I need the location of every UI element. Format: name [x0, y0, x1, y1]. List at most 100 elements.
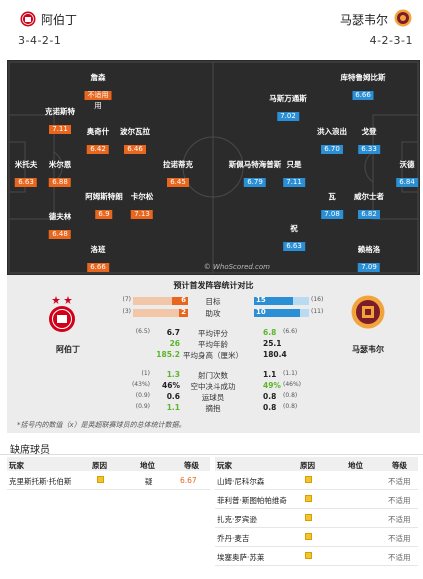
player-name: 斯佩马特海普斯: [228, 160, 282, 169]
player-rating: 6.9: [95, 210, 113, 219]
away-team-name[interactable]: 马瑟韦尔: [339, 13, 388, 27]
home-player[interactable]: 德夫林 6.48: [49, 212, 71, 240]
away-player[interactable]: 祝 6.63: [283, 224, 305, 252]
injury-icon: [305, 476, 312, 483]
home-player[interactable]: 克诺斯特 7.11: [45, 107, 75, 135]
player-name[interactable]: 埃塞奥萨·苏莱: [217, 553, 265, 562]
away-player[interactable]: 瓦 7.08: [321, 192, 343, 220]
home-sub-value: (0.9): [135, 392, 150, 399]
player-name: 祝: [290, 224, 298, 233]
away-sub-value: (6.6): [283, 328, 298, 335]
away-player[interactable]: 只是 7.11: [283, 160, 305, 188]
home-player[interactable]: 阿姆斯特朗 6.9: [85, 192, 123, 220]
away-player[interactable]: 洪入浪出 6.70: [317, 127, 347, 155]
away-team-label: 马瑟韦尔: [352, 345, 384, 354]
watermark: © WhoScored.com: [203, 263, 270, 271]
away-missing-table: 玩家 原因 地位 等级 山姆·尼科尔森 不适用 菲利普·斯图帕帕维奇 不适用 扎克·罗宾…: [215, 457, 418, 566]
player-name: 卡尔松: [130, 192, 154, 201]
stat-label: 平均评分: [198, 329, 228, 338]
player-name[interactable]: 菲利普·斯图帕帕维奇: [217, 496, 287, 505]
player-rating: 6.33: [358, 145, 380, 154]
player-name: 马斯万通斯: [269, 94, 307, 103]
player-name: 威尔士者: [354, 192, 384, 201]
away-value: 0.8: [263, 403, 277, 412]
away-player[interactable]: 沃德 6.84: [396, 160, 418, 188]
home-team-name[interactable]: 阿伯丁: [41, 13, 78, 27]
home-player[interactable]: 米尔恩 6.88: [49, 160, 71, 188]
stat-row: 185.2 平均身高（厘米） 180.4: [7, 350, 420, 360]
player-rating: 6.45: [167, 178, 189, 187]
col-player: 玩家: [9, 461, 24, 470]
home-player[interactable]: 奥奇什 6.42: [86, 127, 110, 155]
home-player[interactable]: 米托夫 6.63: [15, 160, 37, 188]
table-row[interactable]: 克里斯托斯·托伯斯 疑 6.67: [7, 471, 210, 490]
stat-label: 平均身高（厘米）: [183, 351, 243, 360]
stat-label: 摘抱: [205, 404, 221, 413]
col-player: 玩家: [217, 461, 232, 470]
missing-players-title: 缺席球员: [10, 445, 50, 456]
home-sub-value: (0.9): [135, 403, 150, 410]
player-name: 奥奇什: [86, 127, 110, 136]
stat-row: (43%) 46% 空中决斗成功 49% (46%): [7, 381, 420, 391]
home-bar: [179, 309, 188, 317]
home-player[interactable]: 卡尔松 7.13: [130, 192, 154, 220]
stat-row: (1) 1.3 射门次数 1.1 (1.1): [7, 370, 420, 380]
home-player-gk[interactable]: 詹森 不适用 用: [84, 73, 112, 110]
player-name: 戈登: [361, 127, 377, 136]
home-value: 1.3: [166, 370, 180, 379]
player-rating: 7.09: [358, 263, 380, 272]
away-player[interactable]: 库特鲁姆比斯 6.66: [341, 73, 386, 101]
away-player[interactable]: 威尔士者 6.82: [354, 192, 384, 220]
stat-label: 射门次数: [198, 371, 228, 380]
table-row[interactable]: 山姆·尼科尔森 不适用: [215, 471, 418, 490]
player-name[interactable]: 克里斯托斯·托伯斯: [9, 477, 72, 486]
away-value: 180.4: [263, 350, 287, 359]
home-player[interactable]: 波尔瓦拉 6.46: [120, 127, 150, 155]
player-rating: 不适用: [388, 477, 411, 486]
footnote: *括号内的数值（x）是英超联赛球员的总体统计数据。: [17, 421, 186, 429]
table-row[interactable]: 菲利普·斯图帕帕维奇 不适用: [215, 490, 418, 509]
away-sub-value: (16): [311, 296, 324, 303]
player-name: 只是: [286, 160, 302, 169]
player-rating: 7.11: [283, 178, 305, 187]
home-sub-value: (43%): [131, 381, 150, 388]
player-name: 洛班: [90, 245, 106, 254]
table-row[interactable]: 扎克·罗宾逊 不适用: [215, 509, 418, 528]
player-name[interactable]: 扎克·罗宾逊: [217, 515, 257, 524]
away-value: 6.8: [263, 328, 277, 337]
player-rating: 6.82: [358, 210, 380, 219]
player-name[interactable]: 山姆·尼科尔森: [217, 477, 265, 486]
stat-row: (0.9) 1.1 摘抱 0.8 (0.8): [7, 403, 420, 413]
pitch-lines: [8, 61, 419, 274]
player-rating: 6.66: [87, 263, 109, 272]
table-row[interactable]: 埃塞奥萨·苏莱 不适用: [215, 547, 418, 566]
away-player[interactable]: 马斯万通斯 7.02: [269, 94, 307, 122]
away-player[interactable]: 戈登 6.33: [358, 127, 380, 155]
stat-label: 平均年龄: [198, 340, 228, 349]
away-sub-value: (11): [311, 308, 324, 315]
away-value: 49%: [263, 381, 281, 390]
away-bar: [254, 309, 300, 317]
away-player[interactable]: 斯佩马特海普斯 6.79: [228, 160, 282, 188]
home-value: 2: [181, 308, 186, 316]
motherwell-crest-icon: [351, 295, 385, 329]
home-value: 6.7: [166, 328, 180, 337]
player-name: 瓦: [328, 192, 336, 201]
player-rating: 6.63: [15, 178, 37, 187]
player-name: 库特鲁姆比斯: [340, 73, 386, 82]
player-rating: 不适用: [388, 534, 411, 543]
home-bar-track: [133, 297, 188, 305]
player-name: 詹森: [90, 73, 106, 82]
injury-icon: [97, 476, 104, 483]
player-name[interactable]: 乔丹·麦吉: [217, 534, 250, 543]
home-player[interactable]: 洛班 6.66: [87, 245, 109, 273]
home-team-label: 阿伯丁: [56, 345, 80, 354]
table-row[interactable]: 乔丹·麦吉 不适用: [215, 528, 418, 547]
away-player[interactable]: 赖格洛 7.09: [358, 245, 380, 273]
player-rating: 6.79: [244, 178, 266, 187]
player-name: 沃德: [399, 160, 415, 169]
player-name: 洪入浪出: [317, 127, 347, 136]
home-player[interactable]: 拉诺蒂克 6.45: [163, 160, 193, 188]
divider: [0, 454, 423, 455]
away-value: 25.1: [263, 339, 282, 348]
